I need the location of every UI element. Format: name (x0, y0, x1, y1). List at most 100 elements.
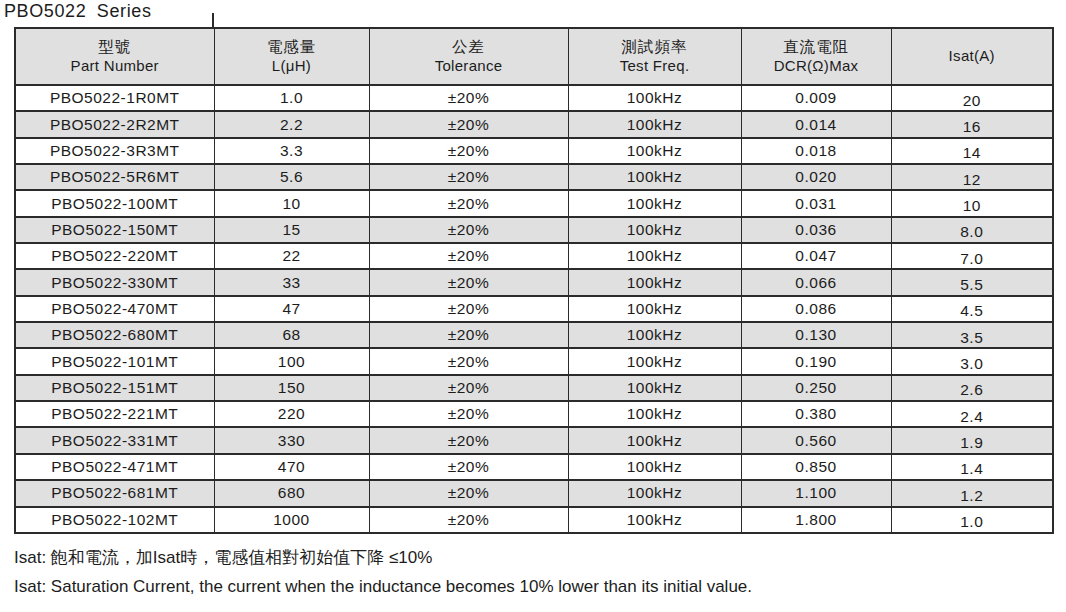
table-cell-inductance: 15 (214, 217, 369, 243)
spec-table: 型號 Part Number 電感量 L(μH) 公差 Tolerance 測試… (14, 27, 1054, 534)
table-cell-inductance: 2.2 (214, 111, 369, 137)
table-cell-part-number: PBO5022-1R0MT (15, 85, 214, 111)
table-cell-tolerance: ±20% (369, 427, 568, 453)
header-zh-label: 直流電阻 (742, 37, 891, 56)
header-zh-label: 公差 (370, 37, 568, 56)
table-row: PBO5022-100MT10±20%100kHz0.03110 (15, 190, 1053, 216)
table-row: PBO5022-3R3MT3.3±20%100kHz0.01814 (15, 138, 1053, 164)
table-cell-isat: 2.4 (891, 401, 1053, 427)
table-cell-inductance: 33 (214, 269, 369, 295)
header-en-label: DCR(Ω)Max (742, 57, 891, 76)
table-cell-test-freq: 100kHz (568, 296, 741, 322)
table-cell-dcr: 1.100 (741, 480, 891, 506)
table-cell-inductance: 3.3 (214, 138, 369, 164)
table-cell-test-freq: 100kHz (568, 322, 741, 348)
table-row: PBO5022-101MT100±20%100kHz0.1903.0 (15, 348, 1053, 374)
table-cell-inductance: 68 (214, 322, 369, 348)
table-row: PBO5022-680MT68±20%100kHz0.1303.5 (15, 322, 1053, 348)
footnotes: Isat: 飽和電流，加Isat時，電感值相對初始值下降 ≤10% Isat: … (14, 543, 752, 601)
table-cell-dcr: 0.380 (741, 401, 891, 427)
table-cell-dcr: 0.066 (741, 269, 891, 295)
header-row: 型號 Part Number 電感量 L(μH) 公差 Tolerance 測試… (15, 28, 1053, 85)
footnote-zh: Isat: 飽和電流，加Isat時，電感值相對初始值下降 ≤10% (14, 543, 752, 572)
table-cell-dcr: 0.047 (741, 243, 891, 269)
table-cell-isat: 20 (891, 85, 1053, 111)
table-cell-dcr: 0.130 (741, 322, 891, 348)
table-cell-isat: 16 (891, 111, 1053, 137)
table-cell-part-number: PBO5022-331MT (15, 427, 214, 453)
table-cell-test-freq: 100kHz (568, 243, 741, 269)
table-row: PBO5022-471MT470±20%100kHz0.8501.4 (15, 454, 1053, 480)
header-en-label: Isat(A) (892, 47, 1053, 66)
table-cell-part-number: PBO5022-100MT (15, 190, 214, 216)
table-cell-test-freq: 100kHz (568, 427, 741, 453)
table-cell-tolerance: ±20% (369, 322, 568, 348)
table-cell-part-number: PBO5022-220MT (15, 243, 214, 269)
table-cell-inductance: 1.0 (214, 85, 369, 111)
table-cell-test-freq: 100kHz (568, 401, 741, 427)
table-cell-part-number: PBO5022-151MT (15, 375, 214, 401)
table-cell-part-number: PBO5022-150MT (15, 217, 214, 243)
column-header-test-freq: 測試頻率 Test Freq. (568, 28, 741, 85)
table-cell-tolerance: ±20% (369, 507, 568, 534)
table-header: 型號 Part Number 電感量 L(μH) 公差 Tolerance 測試… (15, 28, 1053, 85)
table-cell-dcr: 0.031 (741, 190, 891, 216)
table-cell-isat: 3.0 (891, 348, 1053, 374)
table-cell-part-number: PBO5022-3R3MT (15, 138, 214, 164)
table-cell-test-freq: 100kHz (568, 164, 741, 190)
table-cell-inductance: 10 (214, 190, 369, 216)
table-row: PBO5022-330MT33±20%100kHz0.0665.5 (15, 269, 1053, 295)
table-cell-inductance: 330 (214, 427, 369, 453)
header-zh-label: 測試頻率 (569, 37, 741, 56)
table-row: PBO5022-470MT47±20%100kHz0.0864.5 (15, 296, 1053, 322)
table-cell-isat: 8.0 (891, 217, 1053, 243)
table-cell-part-number: PBO5022-470MT (15, 296, 214, 322)
table-cell-part-number: PBO5022-101MT (15, 348, 214, 374)
table-row: PBO5022-150MT15±20%100kHz0.0368.0 (15, 217, 1053, 243)
table-cell-inductance: 22 (214, 243, 369, 269)
table-cell-isat: 4.5 (891, 296, 1053, 322)
table-cell-inductance: 150 (214, 375, 369, 401)
table-cell-isat: 2.6 (891, 375, 1053, 401)
table-cell-isat: 1.9 (891, 427, 1053, 453)
table-cell-part-number: PBO5022-471MT (15, 454, 214, 480)
table-cell-part-number: PBO5022-5R6MT (15, 164, 214, 190)
table-cell-tolerance: ±20% (369, 164, 568, 190)
header-zh-label: 電感量 (215, 37, 369, 56)
table-cell-tolerance: ±20% (369, 138, 568, 164)
table-cell-part-number: PBO5022-681MT (15, 480, 214, 506)
table-cell-isat: 12 (891, 164, 1053, 190)
table-cell-test-freq: 100kHz (568, 111, 741, 137)
column-header-isat: Isat(A) (891, 28, 1053, 85)
table-cell-dcr: 0.018 (741, 138, 891, 164)
table-cell-isat: 1.0 (891, 507, 1053, 534)
table-row: PBO5022-220MT22±20%100kHz0.0477.0 (15, 243, 1053, 269)
table-row: PBO5022-2R2MT2.2±20%100kHz0.01416 (15, 111, 1053, 137)
table-cell-dcr: 0.086 (741, 296, 891, 322)
table-cell-part-number: PBO5022-102MT (15, 507, 214, 534)
table-cell-tolerance: ±20% (369, 401, 568, 427)
table-cell-part-number: PBO5022-330MT (15, 269, 214, 295)
table-cell-isat: 1.2 (891, 480, 1053, 506)
table-row: PBO5022-1R0MT1.0±20%100kHz0.00920 (15, 85, 1053, 111)
table-cell-tolerance: ±20% (369, 243, 568, 269)
header-zh-label: 型號 (16, 37, 214, 56)
table-cell-tolerance: ±20% (369, 296, 568, 322)
table-cell-isat: 5.5 (891, 269, 1053, 295)
table-body: PBO5022-1R0MT1.0±20%100kHz0.00920PBO5022… (15, 85, 1053, 533)
header-en-label: L(μH) (215, 57, 369, 76)
table-cell-test-freq: 100kHz (568, 375, 741, 401)
table-cell-inductance: 47 (214, 296, 369, 322)
table-cell-test-freq: 100kHz (568, 480, 741, 506)
table-cell-part-number: PBO5022-680MT (15, 322, 214, 348)
table-cell-isat: 3.5 (891, 322, 1053, 348)
table-cell-inductance: 5.6 (214, 164, 369, 190)
table-cell-inductance: 1000 (214, 507, 369, 534)
table-cell-test-freq: 100kHz (568, 507, 741, 534)
datasheet-page: PBO5022 Series 型號 Part Number 電感量 L(μH) (0, 0, 1066, 612)
table-cell-isat: 1.4 (891, 454, 1053, 480)
column-header-tolerance: 公差 Tolerance (369, 28, 568, 85)
table-cell-dcr: 0.036 (741, 217, 891, 243)
divider-tick-mark (212, 13, 214, 28)
table-cell-dcr: 0.250 (741, 375, 891, 401)
